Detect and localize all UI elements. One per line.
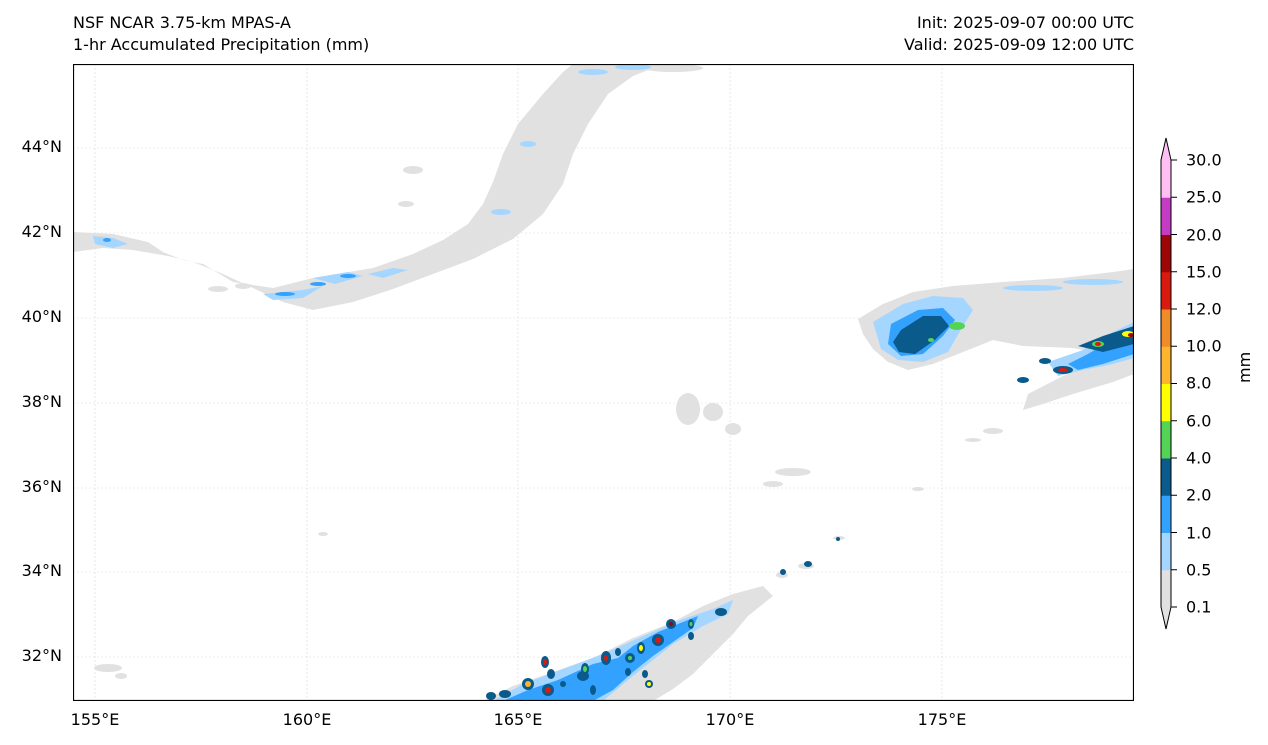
lon-label-165: 165°E [493, 710, 543, 729]
lon-label-170: 170°E [705, 710, 755, 729]
colorbar-swatch [1161, 346, 1171, 384]
colorbar-label-7: 10.0 [1186, 336, 1222, 356]
colorbar-swatch [1161, 569, 1171, 608]
colorbar-segments [1161, 138, 1171, 629]
convective-cells [486, 619, 694, 700]
lat-label-38: 38°N [21, 392, 62, 411]
init-time: Init: 2025-09-07 00:00 UTC [916, 13, 1134, 32]
lon-label-175: 175°E [917, 710, 967, 729]
colorbar-extend-max [1161, 138, 1171, 160]
precip-band-south [483, 536, 845, 701]
title-left: NSF NCAR 3.75-km MPAS-A 1-hr Accumulated… [73, 12, 369, 56]
lon-label-160: 160°E [282, 710, 332, 729]
colorbar-swatch [1161, 383, 1171, 422]
colorbar [1160, 137, 1177, 630]
colorbar-label-5: 6.0 [1186, 411, 1212, 431]
precipitation-map[interactable] [73, 64, 1134, 701]
colorbar-label-3: 2.0 [1186, 485, 1212, 505]
lat-label-32: 32°N [21, 646, 62, 665]
model-title: NSF NCAR 3.75-km MPAS-A [73, 13, 291, 32]
lat-label-44: 44°N [21, 137, 62, 156]
colorbar-swatch [1161, 234, 1171, 273]
colorbar-label-11: 25.0 [1186, 187, 1222, 207]
colorbar-swatch [1161, 495, 1171, 533]
precip-system-northeast [858, 269, 1134, 410]
colorbar-label-4: 4.0 [1186, 448, 1212, 468]
colorbar-swatch [1161, 271, 1171, 310]
colorbar-label-8: 12.0 [1186, 299, 1222, 319]
lat-label-40: 40°N [21, 307, 62, 326]
colorbar-extend-min [1161, 607, 1171, 629]
colorbar-label-6: 8.0 [1186, 373, 1212, 393]
map-frame [73, 64, 1134, 701]
valid-time: Valid: 2025-09-09 12:00 UTC [903, 35, 1134, 54]
colorbar-label-0: 0.1 [1186, 597, 1212, 617]
colorbar-swatch [1161, 160, 1171, 198]
colorbar-swatch [1161, 458, 1171, 496]
colorbar-swatch [1161, 420, 1171, 459]
colorbar-label-2: 1.0 [1186, 523, 1212, 543]
colorbar-label-1: 0.5 [1186, 560, 1212, 580]
colorbar-label-12: 30.0 [1186, 150, 1222, 170]
precip-cells-central [94, 393, 1003, 679]
colorbar-swatch [1161, 309, 1171, 347]
colorbar-units: mm [1235, 351, 1254, 383]
colorbar-swatch [1161, 197, 1171, 235]
precip-band-northwest [73, 64, 703, 310]
field-title: 1-hr Accumulated Precipitation (mm) [73, 35, 370, 54]
lon-label-155: 155°E [70, 710, 120, 729]
colorbar-ticks [1171, 159, 1177, 608]
colorbar-swatch [1161, 532, 1171, 571]
lat-label-34: 34°N [21, 561, 62, 580]
title-right: Init: 2025-09-07 00:00 UTC Valid: 2025-0… [904, 12, 1134, 56]
lat-label-42: 42°N [21, 222, 62, 241]
map-background [73, 64, 1134, 701]
lat-label-36: 36°N [21, 477, 62, 496]
colorbar-label-9: 15.0 [1186, 262, 1222, 282]
colorbar-label-10: 20.0 [1186, 225, 1222, 245]
